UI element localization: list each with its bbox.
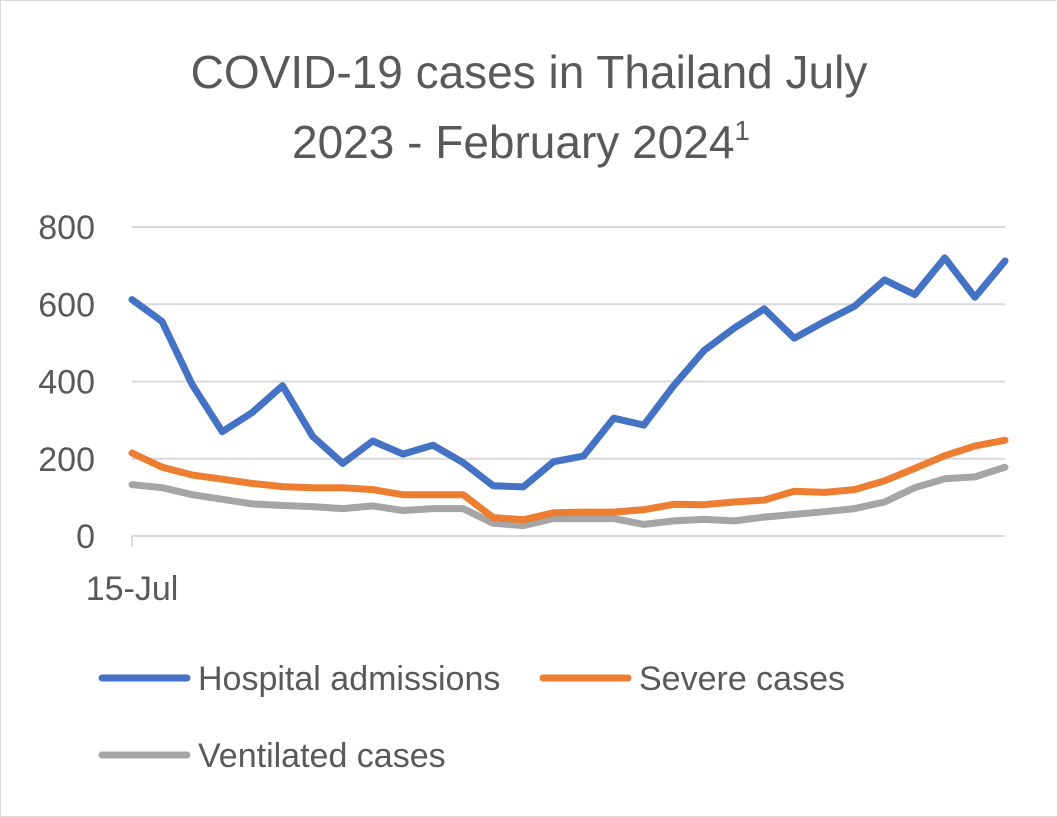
series-line-ventilated-cases — [128, 463, 1009, 530]
y-tick-label: 0 — [76, 518, 95, 556]
series-line-severe-cases — [128, 436, 1009, 524]
chart-title-line2: 2023 - February 20241 — [292, 115, 750, 168]
series-line-hospital-admissions — [128, 254, 1009, 491]
series-lines — [128, 254, 1009, 530]
chart-title-superscript: 1 — [734, 115, 750, 146]
chart-title-line1: COVID-19 cases in Thailand July — [191, 46, 868, 98]
chart-title: COVID-19 cases in Thailand July 2023 - F… — [191, 46, 868, 168]
y-tick-label: 400 — [38, 364, 95, 402]
legend-label-ventilated-cases: Ventilated cases — [198, 737, 446, 775]
x-axis-tick-labels: 15-Jul — [86, 570, 179, 608]
chart-title-line2-text: 2023 - February 2024 — [292, 116, 734, 168]
x-tick-label: 15-Jul — [86, 570, 179, 608]
y-tick-label: 600 — [38, 286, 95, 324]
legend-label-hospital-admissions: Hospital admissions — [198, 660, 500, 698]
y-axis-tick-labels: 0 200 400 600 800 — [38, 209, 95, 556]
legend-label-severe-cases: Severe cases — [639, 660, 845, 698]
y-tick-label: 800 — [38, 209, 95, 247]
legend: Hospital admissions Severe cases Ventilate… — [98, 660, 845, 775]
gridlines — [132, 226, 1005, 460]
y-tick-label: 200 — [38, 441, 95, 479]
x-axis — [131, 535, 1005, 546]
